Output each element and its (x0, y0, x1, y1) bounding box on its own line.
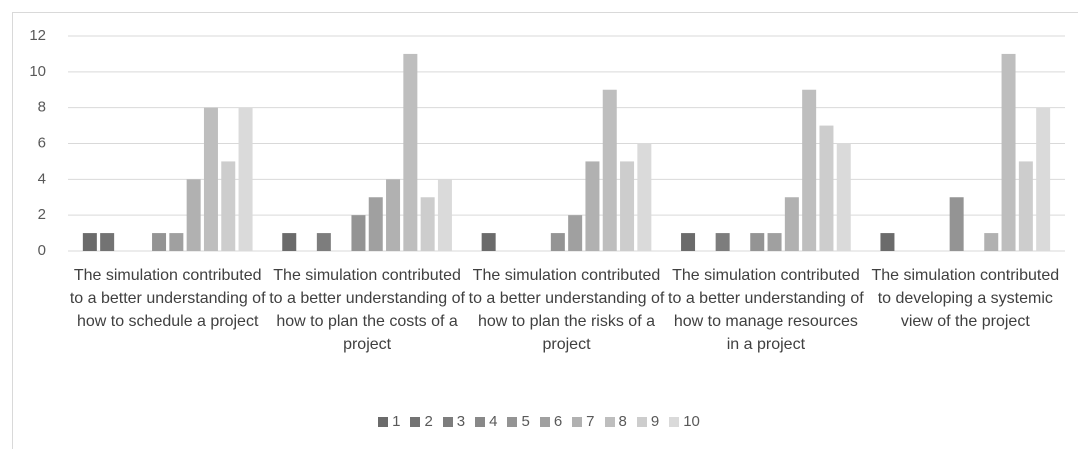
legend-swatch (442, 416, 453, 427)
bar (949, 197, 964, 251)
legend-swatch (572, 416, 583, 427)
bar (368, 197, 383, 251)
bar (186, 179, 201, 251)
legend-swatch (604, 416, 615, 427)
legend-label: 7 (586, 413, 595, 430)
y-tick-label: 0 (38, 242, 46, 259)
bar (152, 233, 167, 251)
legend-item: 3 (442, 413, 466, 430)
bar (767, 233, 782, 251)
bar (1001, 53, 1016, 251)
bar (238, 107, 253, 252)
legend-swatch (507, 416, 518, 427)
y-tick-label: 6 (38, 134, 46, 151)
legend-swatch (669, 416, 680, 427)
bar (715, 233, 730, 251)
legend-item: 6 (539, 413, 563, 430)
bar (620, 161, 635, 251)
x-tick-label: The simulation contributed to a better u… (69, 267, 266, 330)
bar (1036, 107, 1051, 252)
y-tick-label: 12 (29, 27, 46, 44)
legend-item: 2 (410, 413, 433, 430)
bar (585, 161, 600, 251)
bar (681, 233, 696, 251)
bar (386, 179, 401, 251)
bar (750, 233, 765, 251)
bar (221, 161, 236, 251)
legend-label: 5 (521, 413, 530, 430)
legend-swatch (636, 416, 647, 427)
bar (784, 197, 799, 251)
bar (316, 233, 331, 251)
legend-label: 1 (392, 413, 401, 430)
y-tick-label: 8 (38, 99, 46, 116)
legend-label: 4 (489, 413, 498, 430)
x-tick-label: The simulation contributed to developing… (871, 267, 1060, 330)
legend-label: 6 (553, 413, 563, 430)
bar (984, 233, 999, 251)
legend-item: 4 (475, 413, 497, 430)
bar (1018, 161, 1033, 251)
legend-item: 8 (604, 413, 627, 430)
bar (169, 233, 184, 251)
legend-label: 10 (683, 413, 700, 430)
bar (637, 143, 652, 251)
bar (836, 143, 851, 251)
legend: 1 2 3 4 5 6 7 8 9 10 (0, 413, 1078, 430)
legend-swatch (539, 416, 550, 427)
bar (351, 215, 366, 251)
legend-item: 7 (572, 413, 595, 430)
legend-swatch (475, 416, 486, 427)
x-tick-label: The simulation contributed to a better u… (468, 267, 665, 353)
legend-item: 1 (378, 413, 400, 430)
bar (203, 107, 218, 252)
y-tick-label: 2 (38, 206, 46, 223)
bar (481, 233, 496, 251)
legend-item: 5 (507, 413, 530, 430)
bar (100, 233, 115, 251)
bar (420, 197, 435, 251)
bar (602, 89, 617, 251)
legend-item: 9 (636, 413, 660, 430)
bar (880, 233, 895, 251)
legend-label: 2 (424, 413, 433, 430)
chart-border (12, 12, 1078, 449)
legend-label: 3 (456, 413, 466, 430)
legend-swatch (378, 416, 389, 427)
bar (403, 53, 418, 251)
bar (82, 233, 97, 251)
legend-swatch (410, 416, 421, 427)
bar (568, 215, 583, 251)
bar (819, 125, 834, 251)
bar (437, 179, 452, 251)
legend-label: 9 (650, 413, 660, 430)
bar (550, 233, 565, 251)
legend-item: 10 (669, 413, 700, 430)
x-tick-label: The simulation contributed to a better u… (668, 267, 864, 353)
bar (282, 233, 297, 251)
y-tick-label: 4 (38, 170, 46, 187)
y-tick-label: 10 (29, 63, 46, 80)
x-tick-label: The simulation contributed to a better u… (269, 267, 465, 353)
legend-label: 8 (618, 413, 627, 430)
bar (802, 89, 817, 251)
